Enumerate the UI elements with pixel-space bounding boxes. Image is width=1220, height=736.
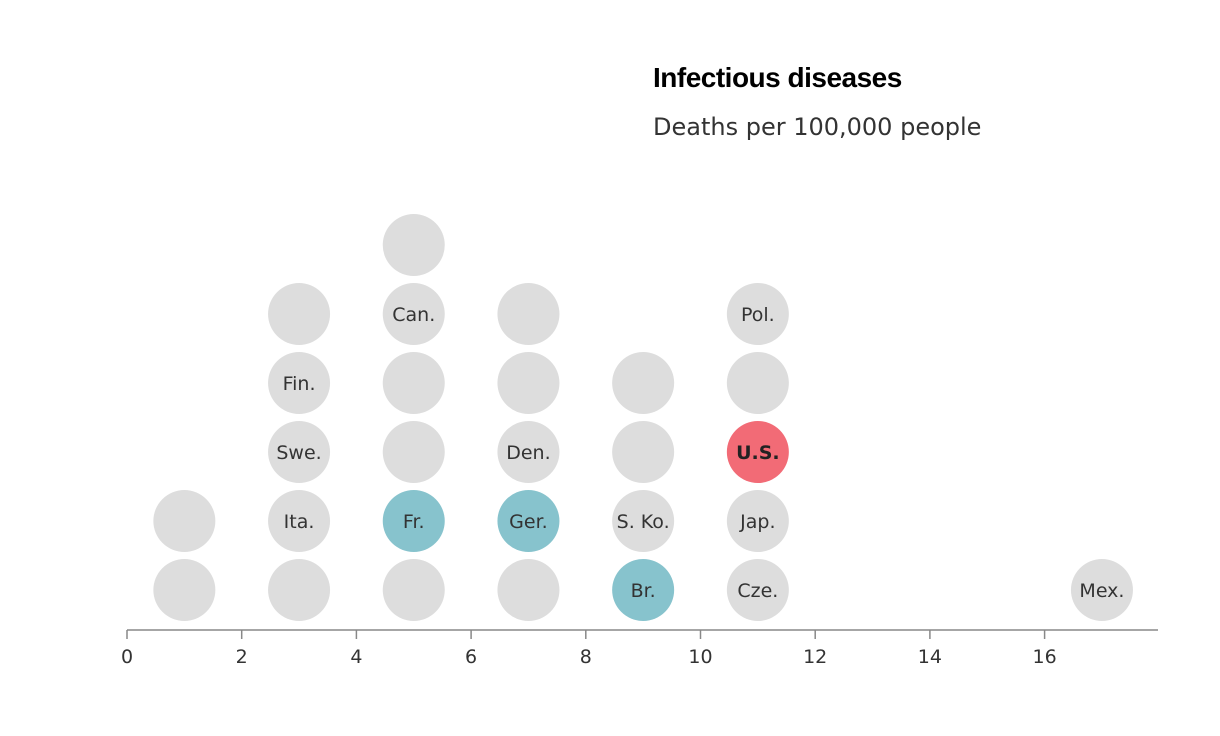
data-point-circle	[726, 559, 789, 621]
data-point-label: Ger.	[509, 511, 548, 533]
data-point	[612, 352, 675, 414]
data-point-label: S. Ko.	[617, 511, 670, 533]
data-point-circle	[382, 352, 445, 414]
data-point-circle	[726, 490, 789, 552]
data-point-circle	[726, 352, 789, 414]
x-tick-label: 12	[803, 646, 827, 668]
data-point-circle	[382, 559, 445, 621]
x-tick-label: 0	[121, 646, 133, 668]
data-point-label: Cze.	[737, 580, 778, 602]
x-axis: 0 2 4 6 8 10 12 14 16	[121, 629, 1158, 668]
data-point	[382, 352, 445, 414]
data-point-circle	[497, 559, 560, 621]
data-point-circle	[268, 559, 331, 621]
data-point: Br.	[612, 559, 675, 621]
data-point-label: Pol.	[741, 304, 775, 326]
data-point-label: Can.	[392, 304, 435, 326]
data-point-label: Swe.	[276, 442, 321, 464]
data-point-circle	[1070, 559, 1133, 621]
data-point-circle	[612, 352, 675, 414]
chart-subtitle: Deaths per 100,000 people	[653, 113, 982, 141]
data-point: S. Ko.	[612, 490, 675, 552]
data-point-circle	[382, 283, 445, 345]
data-point-circle	[382, 490, 445, 552]
data-point: Fr.	[382, 490, 445, 552]
data-point-circle	[726, 283, 789, 345]
data-point-circle	[153, 559, 216, 621]
data-point-label: Den.	[506, 442, 550, 464]
data-point	[612, 421, 675, 483]
data-point: Ger.	[497, 490, 560, 552]
data-point	[268, 559, 331, 621]
data-point	[382, 214, 445, 276]
data-point-circle	[268, 283, 331, 345]
data-point-circle	[268, 352, 331, 414]
data-point-circle	[612, 559, 675, 621]
data-point-label: Fin.	[283, 373, 316, 395]
data-point-circle	[268, 490, 331, 552]
x-tick-label: 2	[236, 646, 248, 668]
data-point	[382, 421, 445, 483]
data-point-circle	[382, 421, 445, 483]
data-point-label: Jap.	[739, 511, 775, 533]
data-point: Ita.	[268, 490, 331, 552]
x-tick-label: 6	[465, 646, 477, 668]
data-point-circle	[268, 421, 331, 483]
data-point-circle	[153, 490, 216, 552]
data-point	[726, 352, 789, 414]
x-tick-label: 8	[580, 646, 592, 668]
data-point	[268, 283, 331, 345]
data-point	[497, 352, 560, 414]
data-point-label: U.S.	[736, 442, 780, 464]
data-point-circle	[497, 490, 560, 552]
data-point: Swe.	[268, 421, 331, 483]
x-tick-label: 14	[918, 646, 942, 668]
data-point-label: Ita.	[284, 511, 315, 533]
data-point-circle	[612, 490, 675, 552]
x-tick-label: 16	[1033, 646, 1057, 668]
data-point-circle	[382, 214, 445, 276]
data-point-circle	[726, 421, 789, 483]
x-tick-label: 10	[688, 646, 712, 668]
data-point-circle	[497, 421, 560, 483]
data-point: Fin.	[268, 352, 331, 414]
data-point-circle	[612, 421, 675, 483]
data-point	[497, 559, 560, 621]
data-point	[153, 490, 216, 552]
data-point-circle	[497, 352, 560, 414]
data-point	[382, 559, 445, 621]
data-point: Can.	[382, 283, 445, 345]
data-point: U.S.	[726, 421, 789, 483]
data-point	[153, 559, 216, 621]
data-point: Jap.	[726, 490, 789, 552]
data-point: Pol.	[726, 283, 789, 345]
data-point: Den.	[497, 421, 560, 483]
chart-title: Infectious diseases	[653, 62, 902, 93]
data-point: Mex.	[1070, 559, 1133, 621]
data-point-label: Br.	[631, 580, 656, 602]
dots-layer: Ita. Swe. Fin. Fr. Can. Ger. Den. Br. S. Ko. Cze.…	[153, 214, 1133, 621]
x-tick-label: 4	[350, 646, 362, 668]
data-point: Cze.	[726, 559, 789, 621]
data-point-circle	[497, 283, 560, 345]
data-point	[497, 283, 560, 345]
data-point-label: Fr.	[403, 511, 425, 533]
data-point-label: Mex.	[1079, 580, 1124, 602]
